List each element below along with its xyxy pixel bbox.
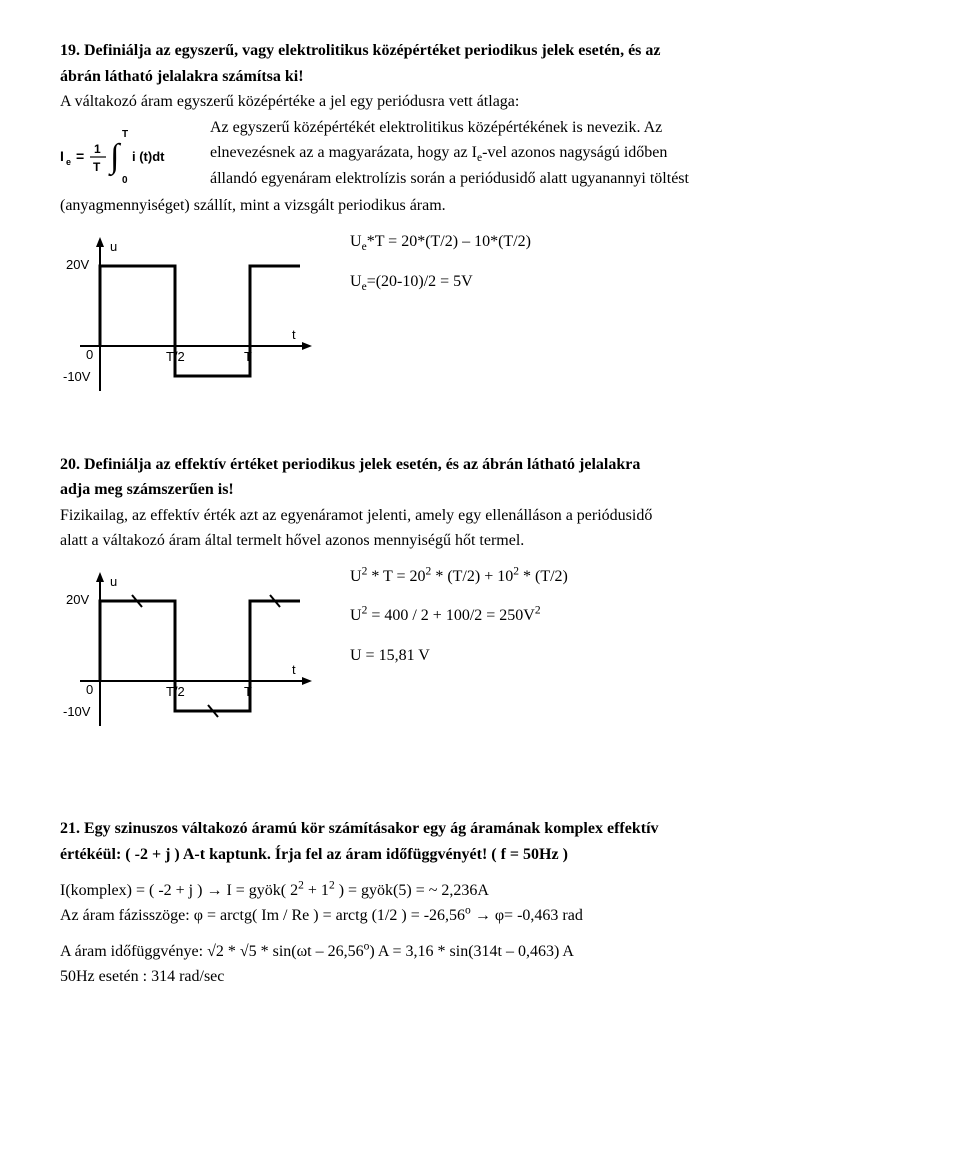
- q20-p1: Fizikailag, az effektív érték azt az egy…: [60, 505, 900, 527]
- svg-text:-10V: -10V: [63, 369, 91, 384]
- svg-text:u: u: [110, 239, 117, 254]
- question-19: 19. Definiálja az egyszerű, vagy elektro…: [60, 40, 900, 426]
- svg-text:20V: 20V: [66, 257, 89, 272]
- svg-text:e: e: [66, 157, 71, 167]
- square-wave-chart-2: u 20V 0 -10V T/2 T t: [60, 566, 320, 743]
- question-20: 20. Definiálja az effektív értéket perio…: [60, 454, 900, 761]
- q21-title-line2: értékéül: ( -2 + j ) A-t kaptunk. Írja f…: [60, 844, 900, 866]
- svg-text:t: t: [292, 327, 296, 342]
- q19-title-line1: 19. Definiálja az egyszerű, vagy elektro…: [60, 40, 900, 62]
- q20-eq1: U2 * T = 202 * (T/2) + 102 * (T/2): [350, 566, 568, 588]
- q20-equations: U2 * T = 202 * (T/2) + 102 * (T/2) U2 = …: [350, 566, 568, 685]
- q20-wave-row: u 20V 0 -10V T/2 T t U2 * T = 202 * (T/2…: [60, 556, 900, 761]
- svg-text:0: 0: [122, 175, 128, 186]
- q19-title-line2: ábrán látható jelalakra számítsa ki!: [60, 66, 900, 88]
- svg-text:0: 0: [86, 682, 93, 697]
- q19-formula-row: I e = 1 T ∫ T 0 i (t)dt Az egyszerű közé…: [60, 117, 900, 196]
- svg-text:T: T: [244, 349, 252, 364]
- svg-text:T/2: T/2: [166, 684, 185, 699]
- svg-text:20V: 20V: [66, 592, 89, 607]
- svg-text:i (t)dt: i (t)dt: [132, 149, 165, 164]
- q19-wave-row: u 20V 0 -10V T/2 T t Ue*T = 20*(T/2) – 1…: [60, 221, 900, 426]
- q20-title-line2: adja meg számszerűen is!: [60, 479, 900, 501]
- svg-text:T: T: [244, 684, 252, 699]
- q19-p2b: elnevezésnek az a magyarázata, hogy az I…: [210, 142, 900, 164]
- q19-eq1: Ue*T = 20*(T/2) – 10*(T/2): [350, 231, 531, 253]
- svg-text:1: 1: [94, 142, 101, 156]
- svg-text:-10V: -10V: [63, 704, 91, 719]
- svg-text:t: t: [292, 662, 296, 677]
- q19-equations: Ue*T = 20*(T/2) – 10*(T/2) Ue=(20-10)/2 …: [350, 231, 531, 310]
- question-21: 21. Egy szinuszos váltakozó áramú kör sz…: [60, 818, 900, 988]
- integral-formula: I e = 1 T ∫ T 0 i (t)dt: [60, 121, 200, 196]
- q19-text-right: Az egyszerű középértékét elektrolitikus …: [210, 117, 900, 194]
- svg-text:T/2: T/2: [166, 349, 185, 364]
- q19-p2a: Az egyszerű középértékét elektrolitikus …: [210, 117, 900, 139]
- q21-title-line1: 21. Egy szinuszos váltakozó áramú kör sz…: [60, 818, 900, 840]
- q19-p2c: állandó egyenáram elektrolízis során a p…: [210, 168, 900, 190]
- q20-eq3: U = 15,81 V: [350, 645, 568, 667]
- q21-p1: I(komplex) = ( -2 + j ) → I = gyök( 22 +…: [60, 880, 900, 902]
- svg-text:=: =: [76, 148, 84, 164]
- q19-p1: A váltakozó áram egyszerű középértéke a …: [60, 91, 900, 113]
- svg-text:T: T: [122, 129, 128, 140]
- q19-eq2: Ue=(20-10)/2 = 5V: [350, 271, 531, 293]
- q21-p2: Az áram fázisszöge: φ = arctg( Im / Re )…: [60, 905, 900, 927]
- q20-p2: alatt a váltakozó áram által termelt hőv…: [60, 530, 900, 552]
- q21-p3: A áram időfüggvénye: √2 * √5 * sin(ωt – …: [60, 941, 900, 963]
- square-wave-chart-1: u 20V 0 -10V T/2 T t: [60, 231, 320, 408]
- svg-text:u: u: [110, 574, 117, 589]
- svg-text:0: 0: [86, 347, 93, 362]
- svg-text:∫: ∫: [108, 138, 122, 177]
- svg-text:I: I: [60, 148, 64, 164]
- q19-p2d: (anyagmennyiséget) szállít, mint a vizsg…: [60, 195, 900, 217]
- q21-p4: 50Hz esetén : 314 rad/sec: [60, 966, 900, 988]
- svg-text:T: T: [93, 160, 101, 174]
- q20-title-line1: 20. Definiálja az effektív értéket perio…: [60, 454, 900, 476]
- q20-eq2: U2 = 400 / 2 + 100/2 = 250V2: [350, 605, 568, 627]
